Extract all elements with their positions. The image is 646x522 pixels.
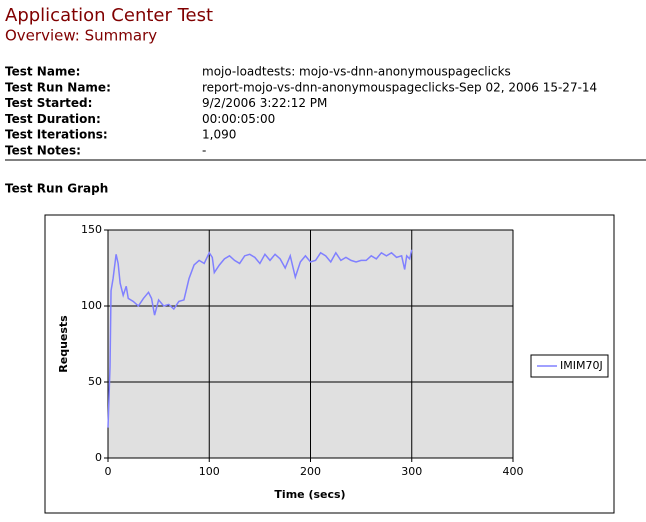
legend-box: [530, 354, 609, 378]
field-label: Test Iterations:: [5, 128, 108, 142]
field-value: report-mojo-vs-dnn-anonymouspageclicks-S…: [202, 80, 597, 94]
title: Application Center Test: [5, 5, 213, 26]
x-tick-label: 200: [300, 465, 321, 478]
field-label: Test Started:: [5, 96, 92, 110]
x-tick-label: 100: [199, 465, 220, 478]
section-title: Test Run Graph: [5, 182, 108, 196]
series-line: [107, 249, 413, 428]
x-axis-title: Time (secs): [274, 488, 345, 501]
y-tick-label: 0: [95, 451, 102, 464]
field-label: Test Name:: [5, 65, 80, 79]
field-value: 9/2/2006 3:22:12 PM: [202, 96, 327, 110]
field-value: -: [202, 144, 206, 158]
y-axis-title: Requests: [57, 315, 70, 373]
subtitle: Overview: Summary: [5, 27, 157, 45]
legend-label: IMIM70J: [560, 359, 603, 372]
y-tick-label: 50: [88, 375, 102, 388]
field-value: mojo-loadtests: mojo-vs-dnn-anonymouspag…: [202, 65, 511, 79]
field-value: 00:00:05:00: [202, 112, 275, 126]
field-value: 1,090: [202, 128, 236, 142]
y-tick-label: 150: [81, 223, 102, 236]
field-label: Test Duration:: [5, 112, 101, 126]
field-label: Test Notes:: [5, 144, 81, 158]
x-tick-label: 400: [503, 465, 524, 478]
x-tick-label: 0: [105, 465, 112, 478]
y-tick-label: 100: [81, 299, 102, 312]
x-tick-label: 300: [401, 465, 422, 478]
field-label: Test Run Name:: [5, 80, 111, 94]
